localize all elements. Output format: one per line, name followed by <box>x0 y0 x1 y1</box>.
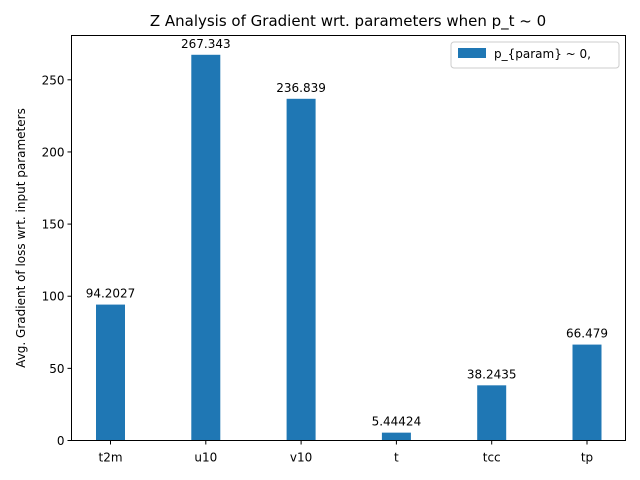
x-tick-label-t: t <box>394 451 399 465</box>
y-tick-label-50: 50 <box>49 362 64 376</box>
data-label-u10: 267.343 <box>181 37 231 51</box>
chart-title: Z Analysis of Gradient wrt. parameters w… <box>150 12 546 31</box>
bar-u10 <box>191 54 221 441</box>
x-tick-label-u10: u10 <box>194 451 217 465</box>
legend-box <box>450 41 620 69</box>
x-tick-label-tp: tp <box>581 451 593 465</box>
y-axis-label: Avg. Gradient of loss wrt. input paramet… <box>14 108 28 368</box>
y-tick-label-100: 100 <box>42 290 65 304</box>
data-label-t: 5.44424 <box>372 415 422 429</box>
data-labels-group: 94.2027 267.343 236.839 5.44424 38.2435 66.47… <box>86 37 608 429</box>
y-tick-label-200: 200 <box>42 145 65 159</box>
bars-group <box>96 54 602 441</box>
y-tick-label-250: 250 <box>42 73 65 87</box>
x-axis-ticks: t2m u10 v10 t tcc tp <box>98 440 593 465</box>
y-tick-label-150: 150 <box>42 218 65 232</box>
data-label-tcc: 38.2435 <box>467 367 517 381</box>
bar-t <box>381 432 411 441</box>
y-tick-label-0: 0 <box>57 434 65 448</box>
data-label-v10: 236.839 <box>276 81 326 95</box>
data-label-t2m: 94.2027 <box>86 287 136 301</box>
bar-v10 <box>286 98 316 441</box>
plot-frame <box>71 35 626 441</box>
legend: p_{param} ~ 0, <box>450 41 620 69</box>
bar-t2m <box>96 304 125 441</box>
x-tick-label-t2m: t2m <box>98 451 122 465</box>
legend-swatch <box>458 48 486 58</box>
y-axis-ticks: 0 50 100 150 200 250 <box>42 73 72 448</box>
x-tick-label-v10: v10 <box>290 451 312 465</box>
data-label-tp: 66.479 <box>566 327 608 341</box>
x-tick-label-tcc: tcc <box>483 451 501 465</box>
bar-tcc <box>477 385 507 441</box>
legend-label: p_{param} ~ 0, <box>494 47 591 61</box>
bar-tp <box>572 344 602 441</box>
